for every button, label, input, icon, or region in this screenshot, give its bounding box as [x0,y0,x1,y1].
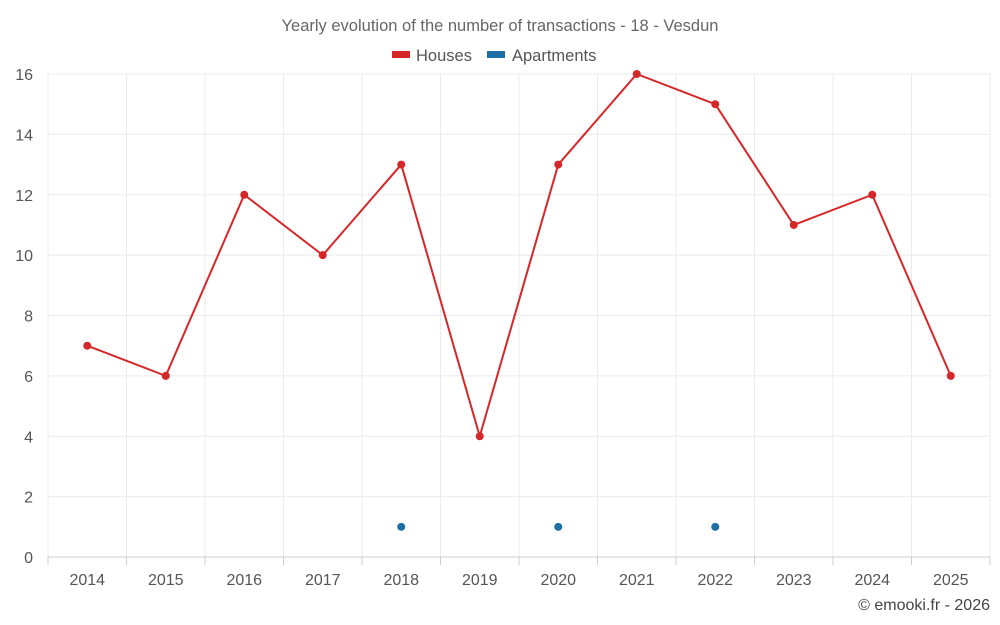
data-point-houses[interactable] [632,70,641,78]
data-point-apartments[interactable] [397,522,406,531]
data-point-houses[interactable] [868,190,877,199]
x-tick-label: 2020 [540,572,576,589]
series-line-houses [86,73,952,438]
x-tick-label: 2016 [226,572,262,589]
data-point-houses[interactable] [83,341,92,350]
legend: Houses Apartments [392,47,596,65]
x-tick-label: 2025 [933,572,969,589]
chart-title: Yearly evolution of the number of transa… [282,17,719,35]
x-axis: 2014 2015 2016 2017 2018 2019 2020 2021 2022 2023… [47,556,991,589]
credit-text: © emooki.fr - 2026 [858,597,990,614]
x-tick-label: 2017 [305,572,341,589]
legend-label-apartments: Apartments [512,47,596,65]
series-layer [83,70,955,531]
data-point-houses[interactable] [161,371,170,380]
x-tick-label: 2018 [383,572,419,589]
y-tick-label: 4 [24,429,33,446]
x-tick-label: 2022 [697,572,733,589]
data-point-houses[interactable] [946,371,955,380]
data-point-houses[interactable] [711,100,720,109]
data-point-houses[interactable] [554,160,563,169]
x-tick-label: 2023 [776,572,812,589]
y-tick-label: 14 [15,127,33,144]
data-point-houses[interactable] [240,190,249,199]
data-point-houses[interactable] [789,220,798,229]
x-tick-label: 2021 [619,572,655,589]
legend-label-houses: Houses [416,47,472,65]
y-tick-label: 8 [24,309,33,326]
x-tick-label: 2024 [854,572,890,589]
y-tick-label: 16 [15,67,33,84]
legend-item-houses[interactable]: Houses [392,47,472,65]
y-tick-label: 6 [24,369,33,386]
y-tick-label: 2 [24,490,33,507]
y-axis: 0 2 4 6 8 10 12 14 16 [15,67,33,567]
x-tick-label: 2015 [148,572,184,589]
y-tick-label: 0 [24,550,33,567]
legend-item-apartments[interactable]: Apartments [487,47,596,65]
data-point-houses[interactable] [397,160,406,169]
data-point-apartments[interactable] [554,522,563,531]
data-point-houses[interactable] [318,251,327,260]
legend-swatch-houses [392,51,410,58]
data-point-apartments[interactable] [711,522,720,531]
legend-swatch-apartments [487,51,505,58]
x-tick-label: 2019 [462,572,498,589]
y-tick-label: 12 [15,188,33,205]
series-houses [83,70,955,441]
y-tick-label: 10 [15,248,33,265]
data-point-houses[interactable] [475,432,484,441]
grid [47,73,991,557]
series-apartments [397,522,720,531]
x-tick-label: 2014 [69,572,105,589]
